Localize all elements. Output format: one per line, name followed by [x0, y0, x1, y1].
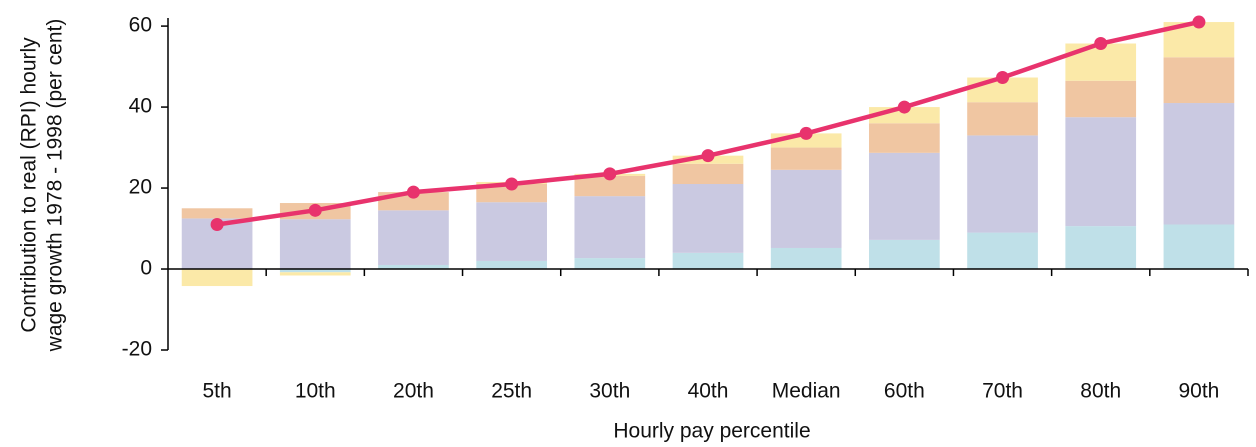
line-marker: [505, 177, 519, 191]
line-marker: [406, 185, 420, 199]
line-marker: [308, 203, 322, 217]
line-marker: [210, 217, 224, 231]
bar-segment: [967, 135, 1038, 233]
bar-segment: [869, 123, 940, 153]
x-tick-label: 25th: [491, 380, 532, 403]
bar-segment: [574, 175, 646, 197]
y-tick-label: 0: [140, 257, 152, 280]
bar-segment: [869, 239, 940, 270]
x-tick-label: 40th: [688, 380, 729, 403]
bar-segment: [1163, 57, 1235, 104]
y-axis-label: wage growth 1978 - 1998 (per cent): [44, 19, 67, 353]
x-tick-label: 70th: [982, 380, 1023, 403]
x-tick-label: 60th: [884, 380, 925, 403]
bar-segment: [967, 232, 1038, 270]
line-marker: [1094, 37, 1108, 51]
x-tick-label: 30th: [589, 380, 630, 403]
x-tick-label: 90th: [1178, 380, 1219, 403]
y-axis-label-group: Contribution to real (RPI) hourly wage g…: [18, 19, 67, 353]
x-tick-label: Median: [772, 380, 841, 403]
bar-segment: [672, 184, 744, 253]
bar-segment: [476, 260, 547, 270]
x-tick-label: 10th: [295, 380, 336, 403]
bar-segment: [574, 196, 646, 259]
bar-segment: [1065, 226, 1137, 270]
line-marker: [603, 167, 617, 181]
bar-segment: [476, 184, 547, 203]
bar-segment: [378, 264, 449, 270]
bar-segment: [672, 163, 744, 184]
bar-segment: [378, 210, 449, 265]
x-tick-label: 80th: [1080, 380, 1121, 403]
bar-segment: [476, 202, 547, 261]
line-marker: [799, 126, 813, 140]
y-tick-label: -20: [122, 338, 152, 361]
bar-segment: [574, 258, 646, 270]
bar-segment: [181, 269, 253, 287]
bar-segment: [279, 272, 351, 276]
bar-segment: [967, 102, 1038, 136]
bar-segment: [672, 252, 744, 270]
line-marker: [701, 149, 715, 163]
bar-segment: [869, 152, 940, 240]
y-tick-label: 40: [129, 95, 152, 118]
bar-segment: [770, 169, 842, 248]
bar-segment: [1163, 224, 1235, 270]
y-tick-label: 20: [129, 176, 152, 199]
x-axis-label: Hourly pay percentile: [613, 420, 810, 443]
bar-segment: [1065, 80, 1137, 118]
bar-segment: [279, 269, 351, 273]
line-marker: [1192, 15, 1206, 29]
bar-segment: [770, 147, 842, 170]
x-tick-label: 20th: [393, 380, 434, 403]
bar-segment: [1163, 103, 1235, 225]
x-tick-label: 5th: [202, 380, 231, 403]
y-axis-label: Contribution to real (RPI) hourly: [18, 37, 41, 333]
line-marker: [996, 71, 1010, 85]
bar-segment: [1065, 117, 1137, 227]
bar-segment: [279, 219, 351, 270]
y-tick-label: 60: [129, 14, 152, 37]
bar-segment: [770, 247, 842, 270]
bar-segment: [181, 208, 253, 219]
line-marker: [897, 100, 911, 114]
